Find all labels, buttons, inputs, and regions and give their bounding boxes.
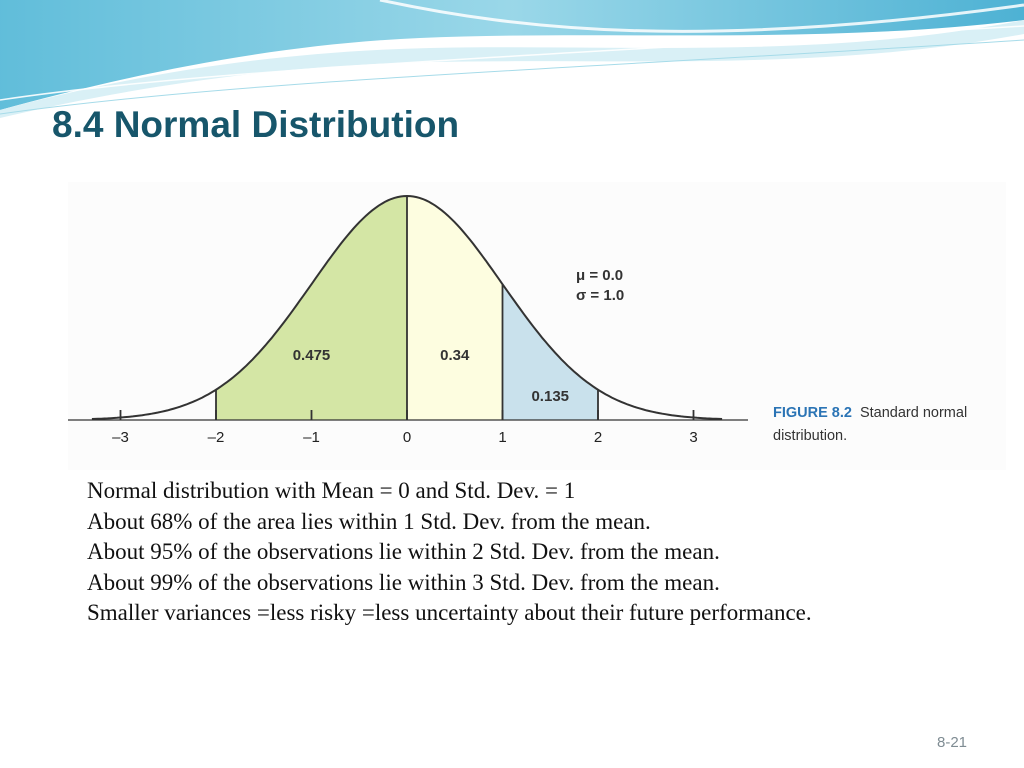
area-label: 0.135: [531, 388, 569, 405]
body-line: Normal distribution with Mean = 0 and St…: [87, 478, 576, 503]
slide-title: 8.4 Normal Distribution: [52, 104, 460, 145]
shaded-region-1: [216, 196, 407, 420]
page-number: 8-21: [937, 734, 968, 751]
area-label: 0.34: [440, 347, 470, 364]
body-line: About 95% of the observations lie within…: [87, 539, 720, 565]
parameter-labels: μ = 0.0 σ = 1.0: [576, 267, 624, 304]
parameter-label: σ = 1.0: [576, 287, 624, 304]
figure-caption: FIGURE 8.2 Standard normal distribution.: [773, 402, 1003, 448]
figure-panel: [68, 182, 1006, 470]
body-line: About 99% of the observations lie within…: [87, 569, 720, 595]
x-axis-ticks: –3 –2 –1 0 1 2 3: [112, 410, 698, 446]
body-line: About 68% of the area lies within 1 Std.…: [87, 508, 651, 534]
x-tick-label: 1: [498, 429, 506, 446]
x-tick-label: 3: [689, 429, 697, 446]
region-dividers: [215, 196, 599, 420]
shaded-region-2: [407, 196, 503, 420]
figure-label: FIGURE 8.2: [773, 405, 852, 421]
x-tick-label: –1: [303, 429, 320, 446]
area-label: 0.475: [293, 347, 331, 364]
area-labels: 0.475 0.34 0.135: [293, 347, 569, 405]
x-tick-label: –3: [112, 429, 129, 446]
x-tick-label: 0: [403, 429, 411, 446]
x-tick-label: –2: [208, 429, 225, 446]
body-line: Smaller variances =less risky =less unce…: [87, 600, 812, 626]
normal-distribution-chart: –3 –2 –1 0 1 2 3 0.475 0.34 0.135 μ = 0.0 σ = 1.0: [68, 194, 748, 446]
figure-caption-text: Standard normal distribution.: [773, 405, 968, 444]
density-curve: [91, 194, 723, 420]
x-tick-label: 2: [594, 429, 602, 446]
header-swoosh-decoration: [0, 0, 1024, 118]
parameter-label: μ = 0.0: [576, 267, 623, 284]
body-text: Normal distribution with Mean = 0 and St…: [87, 476, 887, 629]
